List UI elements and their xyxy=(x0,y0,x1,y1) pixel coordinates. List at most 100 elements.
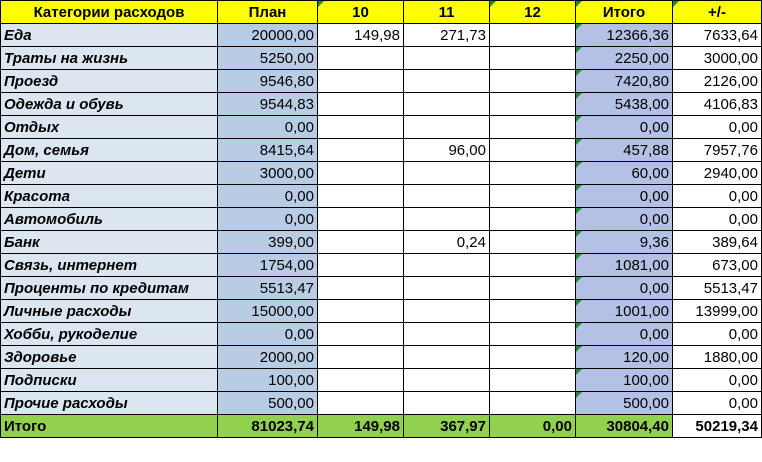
header-day-11[interactable]: 11 xyxy=(403,0,490,24)
plan-cell[interactable]: 5250,00 xyxy=(217,46,318,70)
category-cell[interactable]: Автомобиль xyxy=(0,207,218,231)
day-10-cell[interactable] xyxy=(317,92,404,116)
day-11-cell[interactable] xyxy=(403,46,490,70)
day-11-cell[interactable] xyxy=(403,253,490,277)
day-11-cell[interactable] xyxy=(403,368,490,392)
diff-cell[interactable]: 0,00 xyxy=(672,322,762,346)
diff-cell[interactable]: 0,00 xyxy=(672,368,762,392)
day-11-cell[interactable]: 96,00 xyxy=(403,138,490,162)
category-cell[interactable]: Проезд xyxy=(0,69,218,93)
total-cell[interactable]: 5438,00 xyxy=(575,92,673,116)
day-11-cell[interactable] xyxy=(403,391,490,415)
diff-cell[interactable]: 389,64 xyxy=(672,230,762,254)
plan-cell[interactable]: 9546,80 xyxy=(217,69,318,93)
diff-cell[interactable]: 7957,76 xyxy=(672,138,762,162)
day-11-cell[interactable]: 0,24 xyxy=(403,230,490,254)
day-12-cell[interactable] xyxy=(489,391,576,415)
day-11-cell[interactable] xyxy=(403,161,490,185)
plan-cell[interactable]: 15000,00 xyxy=(217,299,318,323)
day-10-cell[interactable] xyxy=(317,138,404,162)
diff-cell[interactable]: 13999,00 xyxy=(672,299,762,323)
diff-cell[interactable]: 3000,00 xyxy=(672,46,762,70)
day-10-cell[interactable] xyxy=(317,391,404,415)
day-10-cell[interactable] xyxy=(317,115,404,139)
plan-cell[interactable]: 5513,47 xyxy=(217,276,318,300)
day-11-cell[interactable] xyxy=(403,92,490,116)
diff-cell[interactable]: 0,00 xyxy=(672,115,762,139)
total-cell[interactable]: 12366,36 xyxy=(575,23,673,47)
header-plan[interactable]: План xyxy=(217,0,318,24)
day-10-cell[interactable] xyxy=(317,46,404,70)
total-cell[interactable]: 500,00 xyxy=(575,391,673,415)
total-cell[interactable]: 2250,00 xyxy=(575,46,673,70)
header-category[interactable]: Категории расходов xyxy=(0,0,218,24)
header-diff[interactable]: +/- xyxy=(672,0,762,24)
category-cell[interactable]: Хобби, рукоделие xyxy=(0,322,218,346)
plan-cell[interactable]: 20000,00 xyxy=(217,23,318,47)
day-12-cell[interactable] xyxy=(489,23,576,47)
category-cell[interactable]: Одежда и обувь xyxy=(0,92,218,116)
day-12-cell[interactable] xyxy=(489,276,576,300)
day-10-cell[interactable]: 149,98 xyxy=(317,23,404,47)
plan-cell[interactable]: 3000,00 xyxy=(217,161,318,185)
total-cell[interactable]: 0,00 xyxy=(575,207,673,231)
day-10-cell[interactable] xyxy=(317,322,404,346)
category-cell[interactable]: Проценты по кредитам xyxy=(0,276,218,300)
day-12-cell[interactable] xyxy=(489,230,576,254)
total-cell[interactable]: 0,00 xyxy=(575,184,673,208)
day-12-cell[interactable] xyxy=(489,161,576,185)
diff-cell[interactable]: 0,00 xyxy=(672,391,762,415)
footer-diff-cell[interactable]: 50219,34 xyxy=(672,414,762,438)
day-12-cell[interactable] xyxy=(489,184,576,208)
day-10-cell[interactable] xyxy=(317,161,404,185)
plan-cell[interactable]: 9544,83 xyxy=(217,92,318,116)
day-10-cell[interactable] xyxy=(317,299,404,323)
day-10-cell[interactable] xyxy=(317,207,404,231)
day-11-cell[interactable] xyxy=(403,276,490,300)
day-12-cell[interactable] xyxy=(489,322,576,346)
header-day-12[interactable]: 12 xyxy=(489,0,576,24)
day-12-cell[interactable] xyxy=(489,345,576,369)
day-12-cell[interactable] xyxy=(489,299,576,323)
plan-cell[interactable]: 8415,64 xyxy=(217,138,318,162)
day-11-cell[interactable] xyxy=(403,115,490,139)
day-12-cell[interactable] xyxy=(489,253,576,277)
category-cell[interactable]: Красота xyxy=(0,184,218,208)
total-cell[interactable]: 100,00 xyxy=(575,368,673,392)
diff-cell[interactable]: 5513,47 xyxy=(672,276,762,300)
day-10-cell[interactable] xyxy=(317,253,404,277)
footer-label[interactable]: Итого xyxy=(0,414,218,438)
plan-cell[interactable]: 0,00 xyxy=(217,184,318,208)
category-cell[interactable]: Еда xyxy=(0,23,218,47)
day-10-cell[interactable] xyxy=(317,345,404,369)
day-11-cell[interactable] xyxy=(403,345,490,369)
diff-cell[interactable]: 673,00 xyxy=(672,253,762,277)
day-11-cell[interactable] xyxy=(403,322,490,346)
category-cell[interactable]: Подписки xyxy=(0,368,218,392)
total-cell[interactable]: 9,36 xyxy=(575,230,673,254)
day-12-cell[interactable] xyxy=(489,138,576,162)
diff-cell[interactable]: 0,00 xyxy=(672,184,762,208)
footer-day-10-cell[interactable]: 149,98 xyxy=(317,414,404,438)
day-11-cell[interactable]: 271,73 xyxy=(403,23,490,47)
diff-cell[interactable]: 2940,00 xyxy=(672,161,762,185)
category-cell[interactable]: Траты на жизнь xyxy=(0,46,218,70)
plan-cell[interactable]: 0,00 xyxy=(217,115,318,139)
footer-total-cell[interactable]: 30804,40 xyxy=(575,414,673,438)
diff-cell[interactable]: 0,00 xyxy=(672,207,762,231)
footer-day-12-cell[interactable]: 0,00 xyxy=(489,414,576,438)
day-10-cell[interactable] xyxy=(317,69,404,93)
total-cell[interactable]: 120,00 xyxy=(575,345,673,369)
plan-cell[interactable]: 100,00 xyxy=(217,368,318,392)
day-11-cell[interactable] xyxy=(403,207,490,231)
day-12-cell[interactable] xyxy=(489,368,576,392)
category-cell[interactable]: Прочие расходы xyxy=(0,391,218,415)
total-cell[interactable]: 1001,00 xyxy=(575,299,673,323)
day-12-cell[interactable] xyxy=(489,207,576,231)
day-11-cell[interactable] xyxy=(403,69,490,93)
category-cell[interactable]: Отдых xyxy=(0,115,218,139)
footer-day-11-cell[interactable]: 367,97 xyxy=(403,414,490,438)
diff-cell[interactable]: 1880,00 xyxy=(672,345,762,369)
plan-cell[interactable]: 500,00 xyxy=(217,391,318,415)
day-12-cell[interactable] xyxy=(489,69,576,93)
